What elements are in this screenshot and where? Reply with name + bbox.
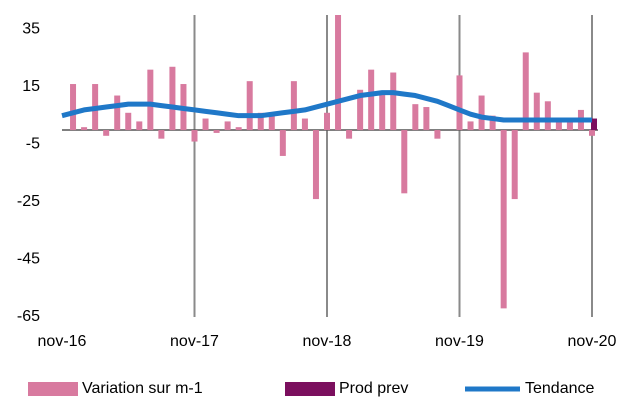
bar — [114, 95, 121, 131]
bar — [467, 121, 474, 131]
y-tick-label: -65 — [17, 308, 40, 325]
legend-label: Variation sur m-1 — [82, 380, 203, 397]
x-tick-label: nov-18 — [303, 333, 352, 350]
bar — [335, 15, 342, 131]
bar — [566, 121, 573, 131]
bar — [456, 75, 463, 131]
y-tick-label: 15 — [22, 78, 40, 95]
legend-label: Prod prev — [339, 380, 408, 397]
bar — [401, 130, 408, 194]
bar — [224, 121, 231, 131]
y-tick-label: -25 — [17, 193, 40, 210]
bar — [70, 84, 77, 131]
bar — [591, 118, 597, 131]
bar — [136, 121, 143, 131]
bar — [213, 130, 220, 133]
bar — [202, 118, 209, 131]
x-tick-label: nov-19 — [435, 333, 484, 350]
bar — [555, 118, 562, 131]
x-tick-label: nov-17 — [170, 333, 219, 350]
bar — [368, 69, 375, 131]
y-tick-label: 35 — [22, 21, 40, 38]
bar — [489, 115, 496, 131]
legend-label: Tendance — [525, 380, 594, 397]
bar — [147, 69, 154, 131]
bar — [379, 92, 386, 131]
legend-swatch — [28, 382, 78, 396]
bar — [511, 130, 518, 200]
bar — [103, 130, 110, 136]
trend-line — [61, 90, 592, 123]
bar — [257, 112, 264, 131]
y-tick-label: -45 — [17, 251, 40, 268]
bar — [235, 127, 242, 131]
bar — [268, 112, 275, 131]
bar — [533, 92, 540, 131]
bar — [423, 107, 430, 131]
bar — [478, 95, 485, 131]
bar — [522, 52, 529, 131]
bar — [390, 72, 397, 131]
bar — [158, 130, 165, 139]
bar — [301, 118, 308, 131]
bar — [279, 130, 286, 156]
y-tick-label: -5 — [26, 136, 40, 153]
bar — [246, 81, 253, 131]
bar — [544, 101, 551, 131]
bar — [191, 130, 198, 142]
bar — [169, 66, 176, 131]
bar — [290, 81, 297, 131]
bar — [312, 130, 319, 200]
bar — [412, 104, 419, 131]
bar — [500, 130, 507, 309]
x-tick-label: nov-20 — [568, 333, 617, 350]
bar — [357, 89, 364, 131]
legend-swatch — [285, 382, 335, 396]
bar — [81, 127, 88, 131]
bar — [589, 130, 595, 136]
x-tick-label: nov-16 — [38, 333, 87, 350]
bar — [434, 130, 441, 139]
bar — [125, 112, 132, 131]
bar — [324, 112, 330, 131]
bar — [346, 130, 353, 139]
